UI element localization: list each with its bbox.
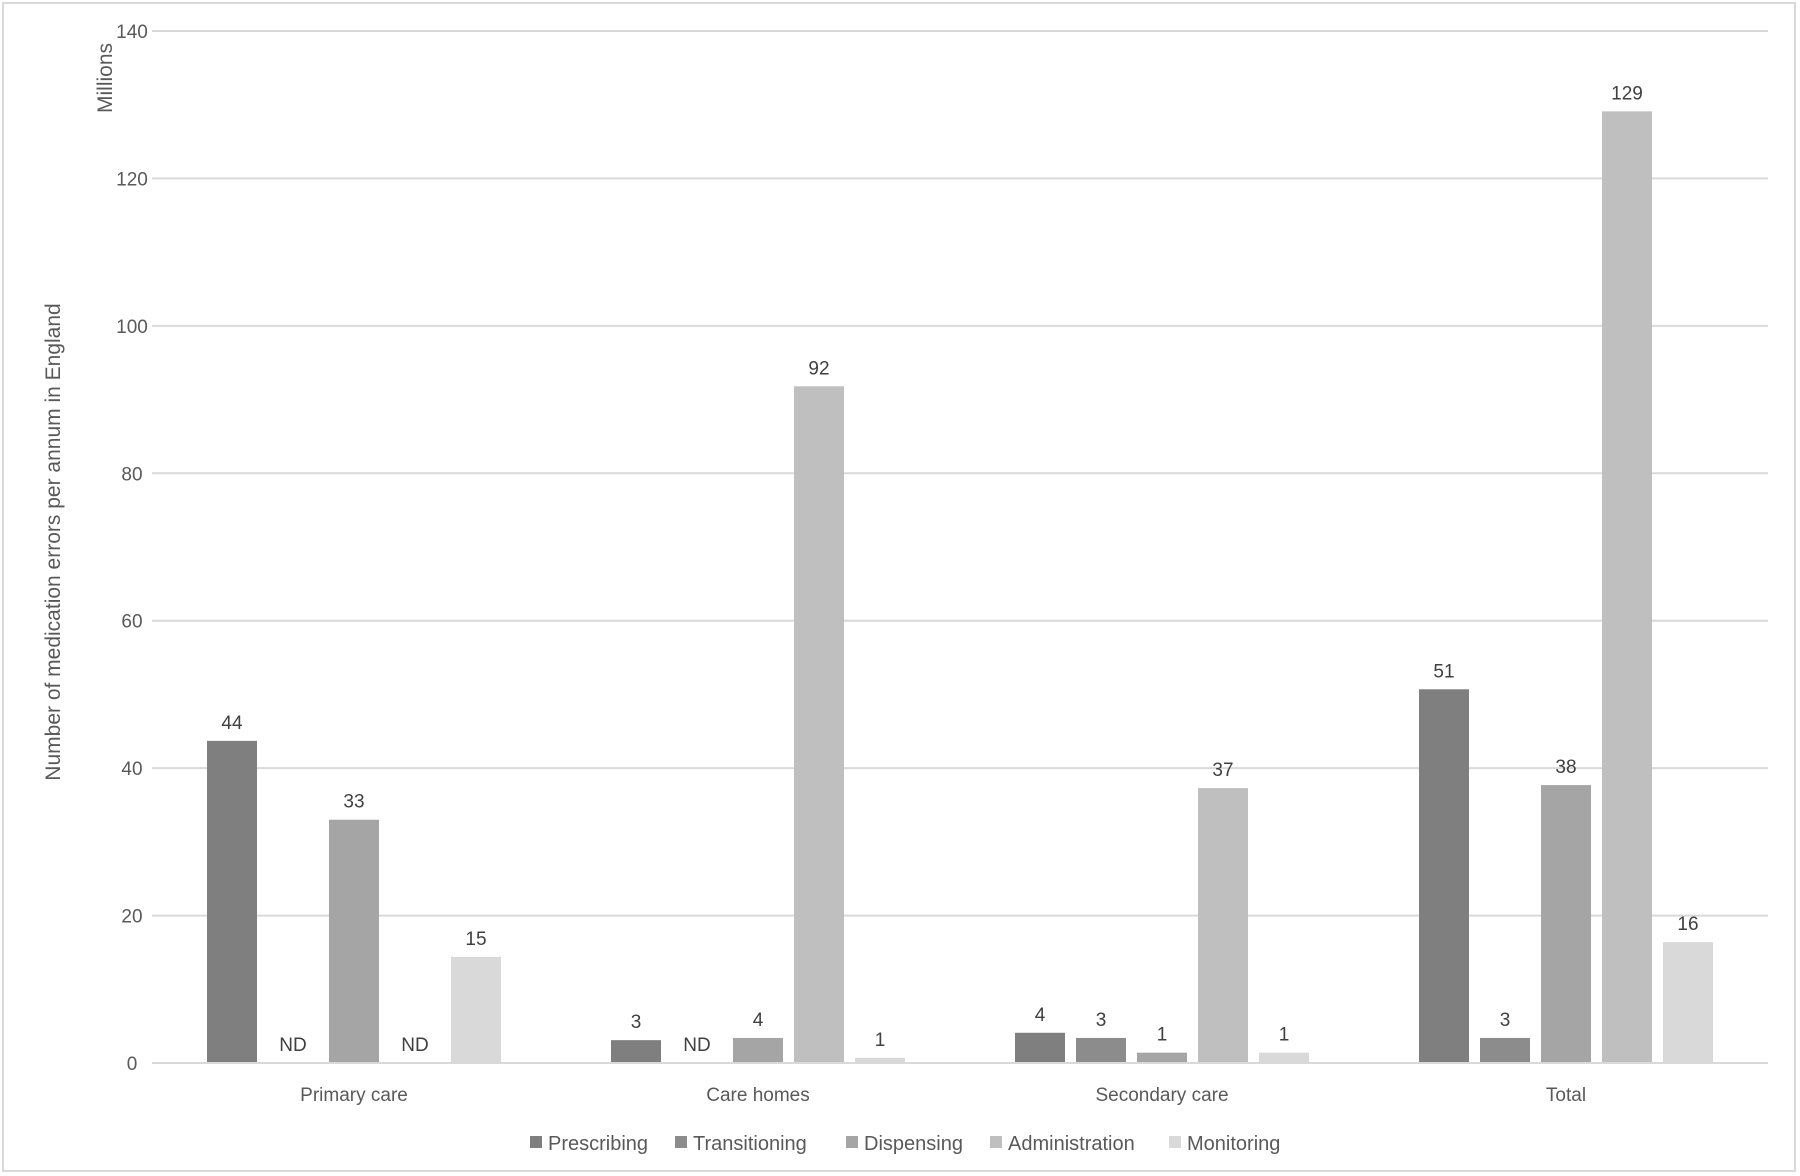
legend-item-dispensing: Dispensing bbox=[846, 1133, 963, 1155]
legend-item-monitoring: Monitoring bbox=[1169, 1133, 1280, 1155]
bar-dispensing-secondary-care bbox=[1137, 1052, 1187, 1063]
bar-dispensing-care-homes bbox=[733, 1037, 783, 1063]
legend-label: Monitoring bbox=[1187, 1133, 1280, 1155]
bar-prescribing-primary-care bbox=[207, 740, 257, 1063]
y-axis-ticks: 0 20 40 60 80 100 120 140 bbox=[116, 22, 148, 1075]
data-label: ND bbox=[279, 1035, 306, 1056]
y-tick-label: 20 bbox=[121, 907, 142, 928]
bar-administration-care-homes bbox=[794, 386, 844, 1063]
data-label: ND bbox=[683, 1035, 710, 1056]
gridlines bbox=[152, 30, 1768, 917]
legend-item-administration: Administration bbox=[990, 1133, 1135, 1155]
bar-dispensing-total bbox=[1541, 785, 1591, 1063]
y-tick-label: 120 bbox=[116, 169, 148, 190]
data-label: 129 bbox=[1611, 83, 1643, 104]
data-label: 15 bbox=[465, 929, 486, 950]
x-axis-ticks: Primary care Care homes Secondary care Tota… bbox=[300, 1085, 1586, 1106]
bars bbox=[207, 111, 1713, 1063]
y-tick-label: 40 bbox=[121, 759, 142, 780]
legend-item-prescribing: Prescribing bbox=[530, 1133, 648, 1155]
bar-administration-secondary-care bbox=[1198, 788, 1248, 1063]
x-tick-label: Primary care bbox=[300, 1085, 408, 1106]
bar-monitoring-secondary-care bbox=[1259, 1052, 1309, 1063]
data-label: 4 bbox=[753, 1010, 764, 1031]
data-label: 38 bbox=[1555, 757, 1576, 778]
y-tick-label: 100 bbox=[116, 317, 148, 338]
legend-label: Prescribing bbox=[548, 1133, 648, 1155]
data-label: 92 bbox=[808, 358, 829, 379]
legend-swatch bbox=[530, 1136, 542, 1148]
legend-swatch bbox=[990, 1136, 1002, 1148]
legend-swatch bbox=[1169, 1136, 1181, 1148]
data-label: ND bbox=[401, 1035, 428, 1056]
data-label: 1 bbox=[875, 1030, 886, 1051]
data-label: 33 bbox=[343, 792, 364, 813]
legend-label: Transitioning bbox=[693, 1133, 807, 1155]
bar-prescribing-total bbox=[1419, 689, 1469, 1063]
y-axis-unit-label: Millions bbox=[94, 43, 117, 113]
data-label: 51 bbox=[1433, 661, 1454, 682]
bar-administration-total bbox=[1602, 111, 1652, 1063]
x-tick-label: Secondary care bbox=[1095, 1085, 1228, 1106]
x-tick-label: Care homes bbox=[706, 1085, 810, 1106]
bar-monitoring-primary-care bbox=[451, 956, 501, 1063]
x-tick-label: Total bbox=[1546, 1085, 1586, 1106]
data-label: 1 bbox=[1279, 1025, 1290, 1046]
y-tick-label: 60 bbox=[121, 612, 142, 633]
data-label: 1 bbox=[1157, 1025, 1168, 1046]
legend-swatch bbox=[846, 1136, 858, 1148]
data-label: 37 bbox=[1212, 760, 1233, 781]
y-axis-title: Number of medication errors per annum in… bbox=[42, 303, 65, 780]
bar-transitioning-secondary-care bbox=[1076, 1037, 1126, 1063]
data-label: 3 bbox=[1500, 1010, 1511, 1031]
data-label: 16 bbox=[1677, 914, 1698, 935]
bar-chart: 0 20 40 60 80 100 120 140 Number of medication … bbox=[42, 22, 1768, 1155]
data-labels: 44 ND 33 ND 15 3 ND 4 92 1 4 3 1 37 1 51 3 38 129 16 bbox=[221, 83, 1698, 1056]
data-label: 44 bbox=[221, 713, 243, 734]
bar-monitoring-total bbox=[1663, 942, 1713, 1063]
y-tick-label: 0 bbox=[127, 1054, 138, 1075]
legend-swatch bbox=[675, 1136, 687, 1148]
data-label: 3 bbox=[1096, 1010, 1107, 1031]
bar-prescribing-secondary-care bbox=[1015, 1032, 1065, 1063]
legend: Prescribing Transitioning Dispensing Admini… bbox=[530, 1133, 1280, 1155]
data-label: 4 bbox=[1035, 1005, 1046, 1026]
bar-transitioning-total bbox=[1480, 1037, 1530, 1063]
legend-label: Dispensing bbox=[864, 1133, 963, 1155]
legend-label: Administration bbox=[1008, 1133, 1135, 1155]
bar-dispensing-primary-care bbox=[329, 819, 379, 1063]
legend-item-transitioning: Transitioning bbox=[675, 1133, 807, 1155]
y-tick-label: 80 bbox=[121, 464, 142, 485]
y-tick-label: 140 bbox=[116, 22, 148, 43]
data-label: 3 bbox=[631, 1012, 642, 1033]
bar-monitoring-care-homes bbox=[855, 1057, 905, 1063]
bar-prescribing-care-homes bbox=[611, 1040, 661, 1063]
